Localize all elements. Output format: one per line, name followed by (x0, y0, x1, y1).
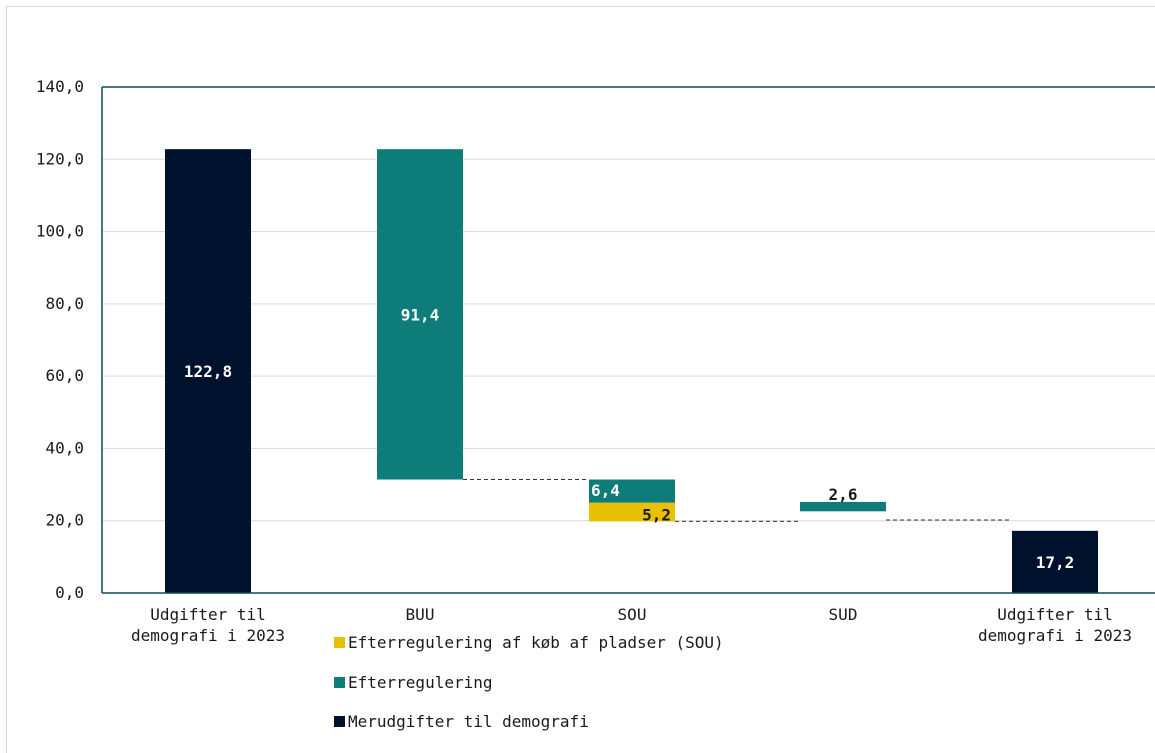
data-labels: 122,8 91,4 5,2 6,4 2,6 17,2 (184, 305, 1074, 572)
data-label: 2,6 (829, 485, 858, 504)
y-tick-label: 40,0 (45, 438, 84, 457)
legend: Efterregulering af køb af pladser (SOU) E… (334, 633, 724, 731)
bar (800, 501, 886, 512)
x-category-label: BUU (406, 605, 435, 624)
category-labels: Udgifter til demografi i 2023 BUU SOU SUD Udg… (131, 605, 1132, 645)
data-label: 5,2 (642, 505, 671, 524)
legend-swatch (334, 716, 345, 727)
connector-lines (463, 479, 1012, 522)
y-tick-label: 20,0 (45, 511, 84, 530)
y-tick-label: 0,0 (55, 583, 84, 602)
y-tick-label: 60,0 (45, 366, 84, 385)
bar (589, 479, 675, 503)
axes (101, 86, 1155, 594)
legend-label: Efterregulering (348, 673, 493, 692)
bar (589, 502, 675, 522)
y-tick-label: 140,0 (36, 77, 84, 96)
y-tick-label: 120,0 (36, 149, 84, 168)
y-tick-label: 80,0 (45, 294, 84, 313)
x-category-label: SUD (829, 605, 858, 624)
data-label: 91,4 (401, 305, 440, 324)
legend-label: Efterregulering af køb af pladser (SOU) (348, 633, 724, 652)
x-category-label: SOU (618, 605, 647, 624)
bar (165, 149, 251, 593)
x-category-label: Udgifter til demografi i 2023 (978, 605, 1132, 645)
bar (1012, 530, 1098, 593)
y-tick-label: 100,0 (36, 222, 84, 241)
legend-label: Merudgifter til demografi (348, 712, 589, 731)
legend-swatch (334, 677, 345, 688)
x-category-label: Udgifter til demografi i 2023 (131, 605, 285, 645)
y-axis-ticks: 0,0 20,0 40,0 60,0 80,0 100,0 120,0 140,0 (36, 77, 84, 602)
data-label: 122,8 (184, 362, 232, 381)
data-label: 6,4 (591, 481, 620, 500)
bars (165, 149, 1098, 593)
gridlines (102, 158, 1155, 522)
data-label: 17,2 (1036, 553, 1075, 572)
bar (377, 149, 463, 480)
legend-swatch (334, 637, 345, 648)
chart-frame (6, 6, 1155, 753)
